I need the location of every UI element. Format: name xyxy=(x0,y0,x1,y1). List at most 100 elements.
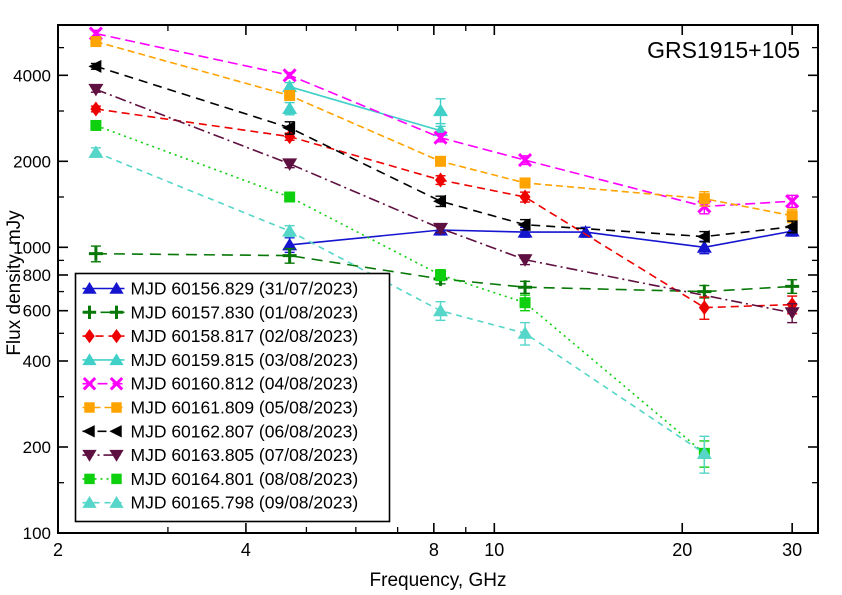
series-line xyxy=(289,85,441,132)
series-line xyxy=(95,32,793,208)
marker-triangle-down xyxy=(433,222,449,236)
legend-label: MJD 60158.817 (02/08/2023) xyxy=(131,326,359,346)
marker-triangle-left xyxy=(696,230,710,244)
marker-x xyxy=(82,376,97,391)
data-series xyxy=(88,26,800,474)
marker-square xyxy=(90,36,102,48)
series-7 xyxy=(88,59,798,244)
y-tick-label: 100 xyxy=(23,524,51,543)
legend-label: MJD 60161.809 (05/08/2023) xyxy=(131,398,359,418)
x-tick-label: 10 xyxy=(484,540,504,560)
marker-triangle-up xyxy=(433,103,449,117)
legend-item-4: MJD 60160.812 (04/08/2023) xyxy=(82,374,359,394)
marker-square xyxy=(698,193,710,205)
marker-triangle-up xyxy=(517,225,533,238)
series-line xyxy=(95,65,793,238)
marker-triangle-up xyxy=(696,240,712,253)
x-tick-label: 4 xyxy=(241,540,251,560)
legend-item-2: MJD 60158.817 (02/08/2023) xyxy=(82,326,359,346)
marker-triangle-up xyxy=(109,353,124,366)
x-axis-title: Frequency, GHz xyxy=(370,570,507,591)
legend-label: MJD 60163.805 (07/08/2023) xyxy=(131,445,359,465)
marker-square xyxy=(519,297,531,309)
marker-triangle-left xyxy=(517,218,531,232)
plot-border xyxy=(57,24,819,534)
marker-x xyxy=(433,130,448,145)
marker-triangle-up xyxy=(282,237,298,251)
series-line xyxy=(95,108,793,309)
marker-plus xyxy=(785,279,800,294)
series-1 xyxy=(88,245,800,299)
marker-triangle-down xyxy=(517,254,533,267)
series-8 xyxy=(88,83,800,324)
marker-triangle-up xyxy=(282,101,298,115)
plot-frame xyxy=(57,24,819,534)
marker-triangle-down xyxy=(88,83,104,97)
marker-diamond xyxy=(84,328,95,344)
marker-square xyxy=(111,473,122,485)
axis-ticks: 2 4 8 10 20 30 100 200 400 600 800 1000 2000 4000 xyxy=(13,25,818,560)
marker-plus xyxy=(88,246,103,261)
legend-label: MJD 60162.807 (06/08/2023) xyxy=(131,421,359,441)
marker-triangle-up xyxy=(282,224,298,237)
marker-triangle-left xyxy=(88,59,102,73)
marker-triangle-up xyxy=(433,303,449,317)
legend-label: MJD 60156.829 (31/07/2023) xyxy=(131,279,359,299)
series-line xyxy=(289,229,793,249)
marker-triangle-up xyxy=(517,326,533,339)
marker-triangle-down xyxy=(82,449,97,462)
y-axis-title: Flux density, mJy xyxy=(4,210,25,356)
series-line xyxy=(95,40,793,217)
marker-diamond xyxy=(698,300,710,316)
y-tick-label: 2000 xyxy=(13,152,51,171)
marker-x xyxy=(109,376,124,391)
marker-square xyxy=(84,402,95,413)
marker-plus xyxy=(518,280,533,295)
marker-square xyxy=(519,177,531,189)
series-4 xyxy=(282,98,449,125)
marker-diamond xyxy=(519,189,531,205)
marker-diamond xyxy=(435,172,447,188)
marker-triangle-up xyxy=(82,496,97,508)
marker-triangle-left xyxy=(282,121,296,135)
series-line xyxy=(95,88,793,314)
legend-label: MJD 60159.815 (03/08/2023) xyxy=(131,350,359,370)
x-tick-label: 30 xyxy=(782,540,802,560)
legend-item-5: MJD 60161.809 (05/08/2023) xyxy=(82,398,359,418)
legend-item-9: MJD 60165.798 (09/08/2023) xyxy=(82,493,358,513)
legend-label: MJD 60160.812 (04/08/2023) xyxy=(131,374,359,394)
y-tick-label: 600 xyxy=(23,302,51,321)
marker-square xyxy=(84,473,95,485)
marker-triangle-up xyxy=(282,79,298,93)
marker-triangle-left xyxy=(109,425,122,438)
marker-triangle-up xyxy=(109,281,124,294)
legend-item-7: MJD 60163.805 (07/08/2023) xyxy=(82,445,358,465)
marker-square xyxy=(435,155,447,167)
marker-plus xyxy=(282,248,297,263)
marker-plus xyxy=(82,305,97,319)
legend-item-3: MJD 60159.815 (03/08/2023) xyxy=(82,350,358,370)
y-tick-label: 400 xyxy=(23,352,51,371)
marker-triangle-down xyxy=(784,307,800,320)
marker-triangle-up xyxy=(109,496,124,508)
legend-label: MJD 60165.798 (09/08/2023) xyxy=(131,493,359,513)
legend-item-6: MJD 60162.807 (06/08/2023) xyxy=(82,421,358,441)
marker-square xyxy=(284,191,296,203)
marker-square xyxy=(786,210,798,222)
series-6 xyxy=(90,36,798,224)
marker-diamond xyxy=(90,101,102,117)
legend-item-1: MJD 60157.830 (01/08/2023) xyxy=(82,302,359,322)
marker-triangle-left xyxy=(82,425,95,438)
series-10 xyxy=(88,145,712,474)
marker-triangle-up xyxy=(82,353,97,366)
marker-x xyxy=(785,194,800,209)
y-tick-label: 1000 xyxy=(13,238,51,257)
legend-label: MJD 60157.830 (01/08/2023) xyxy=(131,302,359,322)
axis-labels: Frequency, GHz Flux density, mJy GRS1915… xyxy=(4,37,800,591)
legend-box xyxy=(74,272,391,523)
y-tick-label: 800 xyxy=(23,266,51,285)
legend-item-8: MJD 60164.801 (08/08/2023) xyxy=(82,469,358,489)
marker-square xyxy=(90,119,102,131)
